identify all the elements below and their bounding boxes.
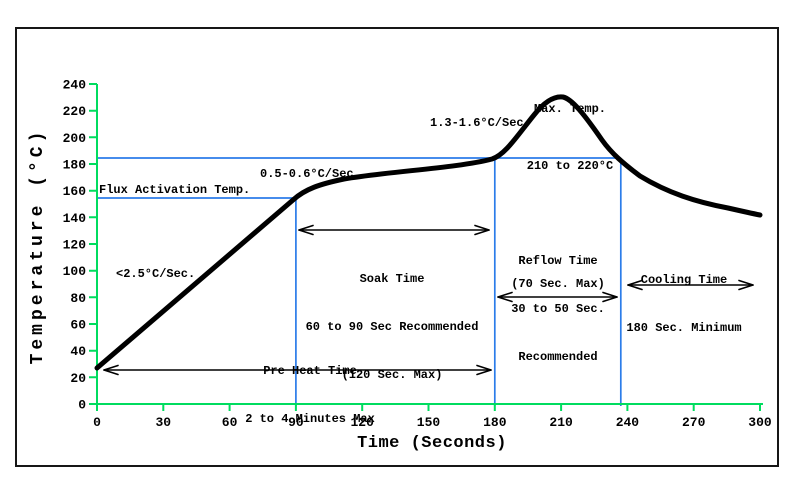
reflow-time-line: Recommended: [518, 350, 598, 364]
annotation-soak-ramp-rate: 0.5-0.6°C/Sec.: [260, 167, 361, 181]
reflow-time-line: Reflow Time: [518, 254, 598, 268]
annotation-flux-activation-temp: Flux Activation Temp.: [99, 183, 251, 197]
y-tick-label: 240: [63, 78, 87, 93]
y-tick-labels: 240 220 200 180 160 140 120 100 80 60 40…: [63, 78, 87, 413]
max-temp-line: 210 to 220°C: [526, 159, 614, 173]
cooling-time-line: Cooling Time: [640, 273, 728, 287]
x-tick-label: 90: [288, 415, 304, 430]
annotation-reflow-ramp-rate: 1.3-1.6°C/Sec: [430, 116, 524, 130]
reference-lines: [97, 157, 622, 406]
y-tick-label: 140: [63, 211, 87, 226]
annotation-reflow-time-max: (70 Sec. Max): [511, 277, 605, 291]
x-tick-label: 0: [93, 415, 101, 430]
y-tick-label: 40: [70, 344, 86, 359]
y-axis-title: Temperature (°C): [28, 127, 48, 365]
annotation-cooling-time: Cooling Time 180 Sec. Minimum: [584, 240, 784, 368]
cooling-time-arrow: [627, 279, 754, 291]
annotation-soak-time: Soak Time 60 to 90 Sec Recommended (120 …: [292, 239, 492, 415]
y-tick-label: 120: [63, 238, 87, 253]
x-tick-label: 120: [350, 415, 374, 430]
x-tick-labels: 0 30 60 90 120 150 180 210 240 270 300: [93, 415, 772, 430]
cooling-time-line: 180 Sec. Minimum: [626, 321, 742, 335]
y-tick-label: 20: [70, 371, 86, 386]
soak-time-line: Soak Time: [359, 272, 425, 286]
annotation-reflow-time: Reflow Time 30 to 50 Sec. Recommended: [483, 221, 633, 397]
soak-time-line: 60 to 90 Sec Recommended: [305, 320, 479, 334]
y-tick-label: 0: [78, 398, 86, 413]
reflow-time-line: 30 to 50 Sec.: [511, 302, 605, 316]
pre-heat-time-line: 2 to 4 Minutes Max: [245, 412, 375, 426]
y-tick-label: 60: [70, 318, 86, 333]
x-axis-ticks: [96, 404, 761, 411]
x-axis-title: Time (Seconds): [357, 434, 507, 453]
x-tick-label: 300: [748, 415, 772, 430]
annotation-pre-heat-time: Pre Heat Time 2 to 4 Minutes Max: [210, 331, 410, 459]
x-tick-label: 210: [549, 415, 573, 430]
y-axis-ticks: [89, 83, 97, 405]
reflow-time-arrow: [497, 291, 618, 303]
x-tick-label: 60: [222, 415, 238, 430]
soak-time-arrow: [298, 224, 490, 236]
annotation-preheat-ramp-rate: <2.5°C/Sec.: [116, 267, 196, 281]
soak-time-line: (120 Sec. Max): [341, 368, 443, 382]
y-tick-label: 220: [63, 104, 87, 119]
pre-heat-time-arrow: [103, 364, 492, 376]
x-tick-label: 150: [417, 415, 441, 430]
x-tick-label: 270: [682, 415, 706, 430]
annotation-max-temp: Max. Temp. 210 to 220°C: [470, 62, 670, 214]
y-tick-label: 160: [63, 184, 87, 199]
x-tick-label: 180: [483, 415, 507, 430]
temperature-profile-curve: [94, 94, 763, 371]
chart-border-frame: [15, 27, 779, 467]
x-tick-label: 30: [155, 415, 171, 430]
y-tick-label: 200: [63, 131, 87, 146]
y-tick-label: 180: [63, 158, 87, 173]
y-tick-label: 80: [70, 291, 86, 306]
max-temp-line: Max. Temp.: [533, 102, 606, 116]
pre-heat-time-line: Pre Heat Time: [263, 364, 357, 378]
x-tick-label: 240: [616, 415, 640, 430]
y-tick-label: 100: [63, 264, 87, 279]
axes: [89, 83, 763, 411]
